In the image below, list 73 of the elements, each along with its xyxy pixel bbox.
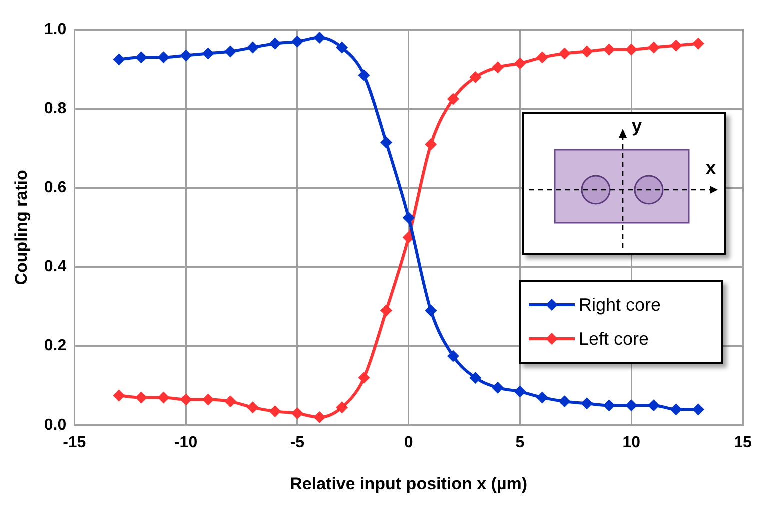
point <box>135 52 148 64</box>
x-tick-label: 0 <box>404 434 414 452</box>
point <box>514 58 526 70</box>
point <box>470 71 482 84</box>
y-tick-label: 0.4 <box>44 258 67 276</box>
point <box>492 62 504 74</box>
point <box>246 42 259 54</box>
y-tick-label: 0.8 <box>44 100 67 118</box>
point <box>269 38 282 50</box>
point <box>648 42 660 54</box>
point <box>425 304 438 317</box>
point <box>470 372 482 384</box>
point <box>603 44 616 56</box>
point <box>358 69 370 82</box>
waveguide-cross-section-diagram: x y <box>522 112 726 255</box>
point <box>558 396 571 408</box>
y-tick-label: 0.6 <box>44 180 67 197</box>
x-tick-label: 15 <box>734 434 752 452</box>
y-tick-label: 1.0 <box>44 21 67 38</box>
point <box>224 396 237 408</box>
point <box>536 392 548 404</box>
x-tick-label: -5 <box>290 434 305 452</box>
point <box>626 44 638 56</box>
point <box>202 48 214 60</box>
point <box>314 32 326 44</box>
point <box>425 138 438 151</box>
point <box>113 54 126 66</box>
legend-label: Right core <box>579 294 662 316</box>
legend-label: Left core <box>579 328 650 350</box>
point <box>558 48 571 60</box>
point <box>180 394 192 406</box>
annotation: x <box>706 158 716 179</box>
point <box>670 40 682 52</box>
x-tick-label: -10 <box>174 434 198 452</box>
x-tick-label: 5 <box>516 434 525 452</box>
point <box>514 386 526 398</box>
point <box>291 36 304 48</box>
point <box>202 394 214 406</box>
point <box>224 46 237 58</box>
point <box>269 406 282 418</box>
point <box>581 46 594 58</box>
point <box>336 42 348 54</box>
point <box>447 93 460 106</box>
point <box>336 402 348 414</box>
y-tick-label: 0.0 <box>44 416 67 434</box>
point <box>314 411 326 424</box>
point <box>135 392 148 404</box>
point <box>180 50 192 62</box>
point <box>692 404 704 416</box>
point <box>447 350 460 362</box>
x-axis-title: Relative input position x (µm) <box>290 474 528 494</box>
point <box>291 408 304 420</box>
point <box>626 400 638 412</box>
point <box>246 402 259 414</box>
point <box>380 136 393 149</box>
y-tick-label: 0.2 <box>44 338 67 355</box>
point <box>692 38 704 50</box>
x-tick-label: 10 <box>622 434 641 452</box>
point <box>380 304 393 317</box>
point <box>670 404 682 416</box>
annotation: y <box>632 116 642 137</box>
point <box>536 52 548 64</box>
point <box>158 392 170 404</box>
point <box>492 382 504 394</box>
point <box>113 390 126 402</box>
point <box>358 372 370 384</box>
x-tick-label: -15 <box>63 434 86 452</box>
point <box>581 398 594 410</box>
y-axis-title: Coupling ratio <box>12 170 31 286</box>
point <box>648 400 660 412</box>
point <box>158 52 170 64</box>
point <box>603 400 616 412</box>
point <box>402 212 415 224</box>
